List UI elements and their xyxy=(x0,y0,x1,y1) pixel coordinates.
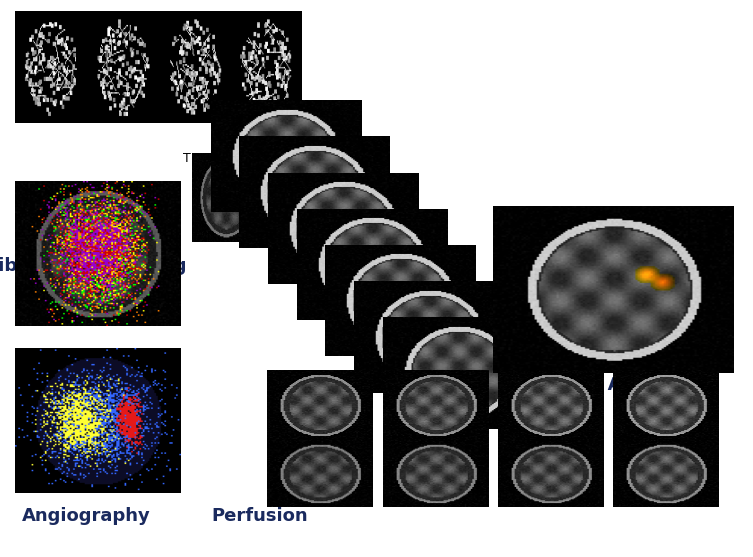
Text: Venography: Venography xyxy=(26,86,147,104)
Text: Fiber Track Imaging: Fiber Track Imaging xyxy=(0,257,187,275)
Text: T2 weighted: T2 weighted xyxy=(243,152,322,164)
Text: Perfusion: Perfusion xyxy=(212,507,308,525)
Text: Anatomy: Anatomy xyxy=(414,345,505,363)
Text: T1 weighted: T1 weighted xyxy=(183,152,261,164)
Text: Brain Activation: Brain Activation xyxy=(547,376,710,394)
Text: Angiography: Angiography xyxy=(23,507,151,525)
